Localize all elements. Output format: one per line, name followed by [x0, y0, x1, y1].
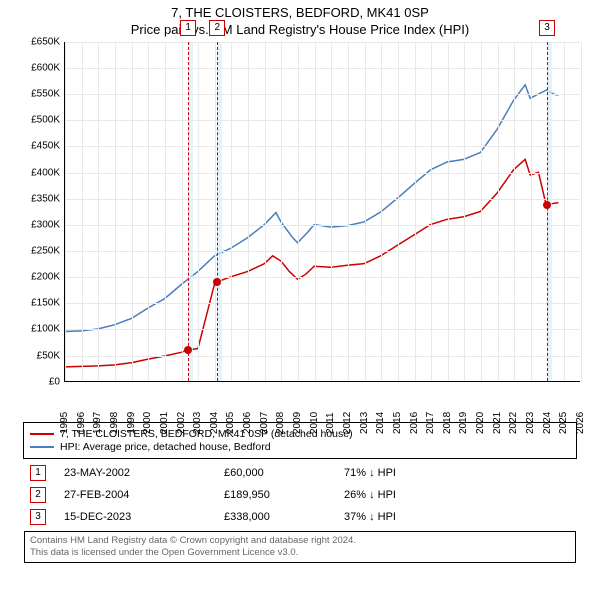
- x-axis-labels: 1995199619971998199920002001200220032004…: [64, 382, 580, 417]
- title-line-1: 7, THE CLOISTERS, BEDFORD, MK41 0SP: [0, 5, 600, 22]
- y-tick-label: £350K: [31, 193, 60, 204]
- legend-item: HPI: Average price, detached house, Bedf…: [30, 441, 570, 453]
- chart-title: 7, THE CLOISTERS, BEDFORD, MK41 0SP Pric…: [0, 5, 600, 39]
- chart: £0 £50K £100K £150K £200K £250K £300K £350K £400…: [20, 42, 580, 412]
- y-tick-label: £450K: [31, 141, 60, 152]
- x-tick-label: 1996: [76, 412, 87, 434]
- y-tick-label: £100K: [31, 324, 60, 335]
- x-tick-label: 2004: [209, 412, 220, 434]
- y-tick-label: £500K: [31, 115, 60, 126]
- marker-number-box: 2: [209, 20, 225, 36]
- x-tick-label: 2011: [325, 412, 336, 434]
- y-axis-labels: £0 £50K £100K £150K £200K £250K £300K £350K £400…: [20, 42, 62, 412]
- transaction-price: £60,000: [224, 467, 344, 479]
- y-tick-label: £0: [49, 376, 60, 387]
- marker-line: [547, 42, 548, 381]
- y-tick-label: £300K: [31, 219, 60, 230]
- marker-number-box: 1: [180, 20, 196, 36]
- x-tick-label: 2018: [442, 412, 453, 434]
- x-tick-label: 2000: [142, 412, 153, 434]
- transaction-number-box: 2: [30, 487, 46, 503]
- legend-swatch: [30, 433, 54, 435]
- x-tick-label: 1997: [92, 412, 103, 434]
- x-tick-label: 1998: [109, 412, 120, 434]
- transaction-hpi-relative: 37% ↓ HPI: [344, 511, 444, 523]
- transaction-price: £338,000: [224, 511, 344, 523]
- x-tick-label: 2008: [275, 412, 286, 434]
- x-tick-label: 2022: [508, 412, 519, 434]
- transaction-number-box: 1: [30, 465, 46, 481]
- x-tick-label: 1995: [59, 412, 70, 434]
- transaction-row: 2 27-FEB-2004£189,95026% ↓ HPI: [30, 487, 570, 503]
- transaction-list: 1 23-MAY-2002£60,00071% ↓ HPI 2 27-FEB-2004…: [30, 465, 570, 525]
- marker-line: [217, 42, 218, 381]
- plot-area: 123: [64, 42, 580, 382]
- y-tick-label: £50K: [37, 350, 60, 361]
- x-tick-label: 2024: [542, 412, 553, 434]
- transaction-row: 1 23-MAY-2002£60,00071% ↓ HPI: [30, 465, 570, 481]
- x-tick-label: 2021: [492, 412, 503, 434]
- transaction-hpi-relative: 26% ↓ HPI: [344, 489, 444, 501]
- x-tick-label: 2025: [558, 412, 569, 434]
- x-tick-label: 2017: [425, 412, 436, 434]
- transaction-price: £189,950: [224, 489, 344, 501]
- y-tick-label: £550K: [31, 89, 60, 100]
- x-tick-label: 2007: [259, 412, 270, 434]
- y-tick-label: £400K: [31, 167, 60, 178]
- x-tick-label: 2023: [525, 412, 536, 434]
- x-tick-label: 2020: [475, 412, 486, 434]
- y-tick-label: £250K: [31, 246, 60, 257]
- title-line-2: Price paid vs. HM Land Registry's House …: [0, 22, 600, 39]
- x-tick-label: 2013: [359, 412, 370, 434]
- y-tick-label: £200K: [31, 272, 60, 283]
- marker-line: [188, 42, 189, 381]
- transaction-hpi-relative: 71% ↓ HPI: [344, 467, 444, 479]
- x-tick-label: 2009: [292, 412, 303, 434]
- legend-swatch: [30, 446, 54, 448]
- legend-label: HPI: Average price, detached house, Bedf…: [60, 441, 271, 453]
- x-tick-label: 2010: [309, 412, 320, 434]
- transaction-date: 23-MAY-2002: [64, 467, 224, 479]
- x-tick-label: 2002: [176, 412, 187, 434]
- transaction-number-box: 3: [30, 509, 46, 525]
- marker-number-box: 3: [539, 20, 555, 36]
- x-tick-label: 2006: [242, 412, 253, 434]
- x-tick-label: 2019: [458, 412, 469, 434]
- x-tick-label: 2014: [375, 412, 386, 434]
- x-tick-label: 1999: [126, 412, 137, 434]
- x-tick-label: 2012: [342, 412, 353, 434]
- transaction-point: [543, 201, 551, 209]
- transaction-date: 27-FEB-2004: [64, 489, 224, 501]
- transaction-row: 3 15-DEC-2023£338,00037% ↓ HPI: [30, 509, 570, 525]
- x-tick-label: 2015: [392, 412, 403, 434]
- x-tick-label: 2016: [409, 412, 420, 434]
- series-property: [65, 159, 558, 367]
- transaction-date: 15-DEC-2023: [64, 511, 224, 523]
- x-tick-label: 2001: [159, 412, 170, 434]
- x-tick-label: 2005: [225, 412, 236, 434]
- y-tick-label: £650K: [31, 36, 60, 47]
- disclaimer-line-1: Contains HM Land Registry data © Crown c…: [30, 535, 570, 547]
- transaction-point: [184, 346, 192, 354]
- disclaimer: Contains HM Land Registry data © Crown c…: [24, 531, 576, 563]
- disclaimer-line-2: This data is licensed under the Open Gov…: [30, 547, 570, 559]
- x-tick-label: 2003: [192, 412, 203, 434]
- transaction-point: [213, 278, 221, 286]
- y-tick-label: £600K: [31, 62, 60, 73]
- x-tick-label: 2026: [575, 412, 586, 434]
- y-tick-label: £150K: [31, 298, 60, 309]
